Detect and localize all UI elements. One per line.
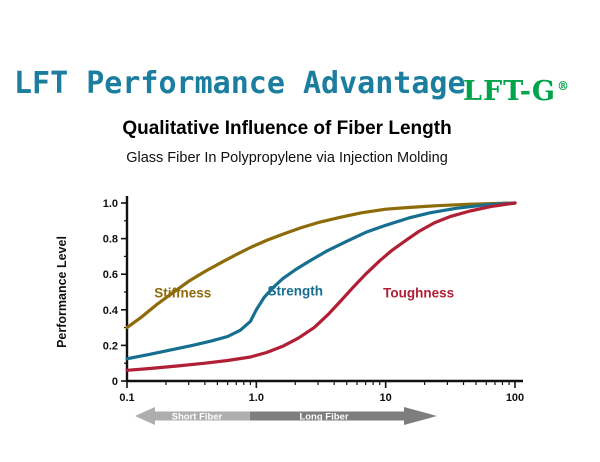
short-fiber-label: Short Fiber xyxy=(172,412,223,423)
short-fiber-arrow xyxy=(135,407,250,425)
y-axis-title: Performance Level xyxy=(55,236,69,348)
chart-subtitle: Glass Fiber In Polypropylene via Injecti… xyxy=(126,150,448,166)
long-fiber-label: Long Fiber xyxy=(299,412,348,423)
y-tick-label: 1.0 xyxy=(103,198,118,210)
y-tick-label: 0 xyxy=(112,376,118,388)
x-tick-label: 100 xyxy=(506,392,524,404)
y-tick-label: 0.2 xyxy=(103,340,118,352)
registered-mark-icon: ® xyxy=(557,79,570,93)
long-fiber-arrow xyxy=(250,407,437,425)
x-tick-label: 0.1 xyxy=(119,392,134,404)
curve-label-strength: Strength xyxy=(268,284,324,299)
curve-toughness xyxy=(125,201,517,372)
brand-logo-text: LFT-G xyxy=(462,76,556,107)
curve-label-stiffness: Stiffness xyxy=(154,285,211,300)
curve-strength xyxy=(125,201,517,361)
y-tick-label: 0.8 xyxy=(103,234,118,246)
chart-title: Qualitative Influence of Fiber Length xyxy=(122,118,452,139)
y-tick-label: 0.4 xyxy=(103,305,119,317)
curve-stiffness xyxy=(125,201,517,330)
performance-chart: 0 0.2 0.4 0.6 0.8 1.0 0.1 1.0 10 100 Performance L… xyxy=(55,196,524,425)
page-title: LFT Performance Advantage xyxy=(14,66,466,101)
y-tick-label: 0.6 xyxy=(103,269,118,281)
curve-label-toughness: Toughness xyxy=(383,285,454,300)
brand-logo: LFT-G® xyxy=(463,76,570,107)
x-tick-label: 1.0 xyxy=(249,392,264,404)
x-tick-label: 10 xyxy=(380,392,392,404)
